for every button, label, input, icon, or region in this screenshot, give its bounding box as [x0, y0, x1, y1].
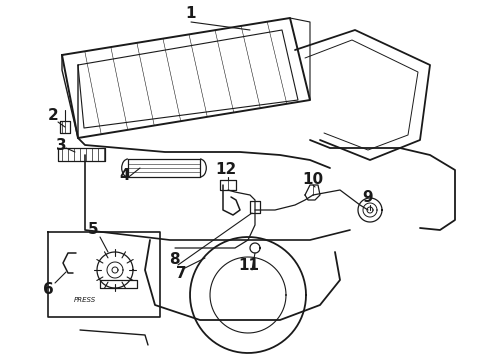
Text: 4: 4: [120, 167, 130, 183]
Text: PRESS: PRESS: [74, 297, 96, 303]
Text: 6: 6: [43, 283, 53, 297]
Text: 2: 2: [48, 108, 58, 122]
Text: 5: 5: [88, 222, 98, 238]
Text: 10: 10: [302, 172, 323, 188]
Text: 7: 7: [176, 266, 186, 282]
Text: 11: 11: [239, 257, 260, 273]
Text: 12: 12: [216, 162, 237, 177]
Text: 3: 3: [56, 138, 66, 153]
Polygon shape: [48, 232, 160, 317]
Text: 9: 9: [363, 190, 373, 206]
Text: 1: 1: [186, 6, 196, 22]
Text: 8: 8: [169, 252, 179, 267]
